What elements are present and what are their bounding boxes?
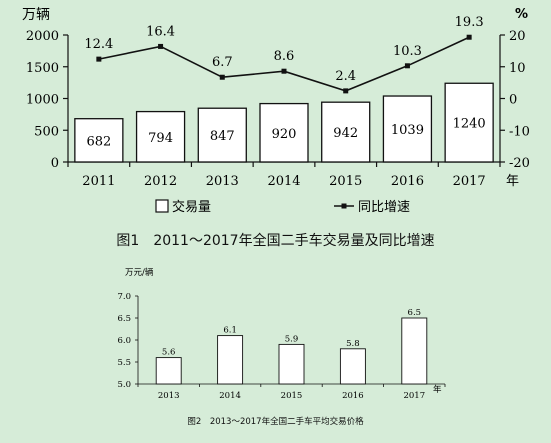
right-axis-tick-label: 0 — [509, 93, 517, 108]
chart2-bar-value-label: 5.9 — [285, 334, 299, 344]
x-axis-tick-label: 2017 — [453, 174, 486, 189]
growth-value-label: 19.3 — [455, 15, 484, 30]
chart2-bar — [217, 335, 244, 385]
growth-point — [343, 88, 349, 94]
x-axis-unit: 年 — [506, 174, 519, 189]
chart2-bar — [401, 317, 428, 385]
growth-point — [158, 43, 164, 49]
bar-value-label: 794 — [148, 131, 173, 146]
right-axis-label: % — [515, 7, 528, 22]
growth-point — [281, 68, 287, 74]
growth-point — [404, 63, 410, 69]
left-axis-tick-label: 0 — [51, 156, 59, 171]
chart2-y-axis-tick-label: 6.5 — [117, 314, 131, 324]
x-axis-tick-label: 2013 — [206, 174, 239, 189]
volume-growth-chart: 0 500 1000 1500 2000 -20 -10 0 10 20 万辆 % 2011 2012 20… — [22, 7, 530, 215]
growth-value-label: 8.6 — [274, 49, 295, 64]
legend-bar-label: 交易量 — [172, 199, 211, 215]
bar-value-label: 1240 — [453, 117, 486, 132]
x-axis-tick-label: 2015 — [329, 174, 362, 189]
chart2-y-axis-tick-label: 6.0 — [117, 336, 131, 346]
chart2-x-axis-tick-label: 2016 — [342, 391, 364, 401]
left-axis-tick-label: 1000 — [26, 93, 59, 108]
x-axis-tick-label: 2016 — [391, 174, 424, 189]
growth-value-label: 10.3 — [393, 44, 422, 59]
chart2-bar — [339, 348, 366, 385]
bar-value-label: 920 — [272, 127, 297, 142]
growth-value-label: 12.4 — [84, 37, 113, 52]
bar-value-label: 1039 — [391, 123, 424, 138]
chart2-bar-value-label: 6.1 — [223, 326, 237, 336]
chart2-bar-value-label: 5.8 — [346, 339, 360, 349]
bar-value-label: 682 — [86, 134, 111, 149]
chart2-y-axis-tick-label: 7.0 — [117, 292, 131, 302]
bar — [74, 118, 124, 163]
chart2-x-axis-unit: 年 — [433, 384, 442, 395]
bar — [259, 102, 309, 163]
right-axis-tick-label: 20 — [509, 29, 526, 44]
legend-line-marker — [341, 203, 347, 209]
chart2-bar — [278, 343, 305, 385]
chart2-x-axis-tick-label: 2017 — [403, 391, 425, 401]
bar — [135, 110, 186, 163]
bar-value-label: 847 — [210, 129, 235, 144]
left-axis-label: 万辆 — [22, 7, 50, 23]
chart2-x-axis-tick-label: 2014 — [219, 391, 241, 401]
bar-value-label: 942 — [333, 126, 358, 141]
left-axis-tick-label: 2000 — [26, 29, 59, 44]
chart2-y-axis-label: 万元/辆 — [125, 267, 154, 278]
chart2-bar-value-label: 6.5 — [408, 308, 422, 318]
chart2-bar-value-label: 5.6 — [162, 348, 176, 358]
right-axis-tick-label: -20 — [509, 156, 530, 171]
growth-value-label: 2.4 — [335, 69, 356, 84]
growth-point — [96, 56, 102, 62]
growth-point — [466, 34, 472, 40]
chart2-x-axis-tick-label: 2013 — [158, 391, 180, 401]
chart2-y-axis-tick-label: 5.5 — [117, 358, 131, 368]
chart1-title: 图1 2011～2017年全国二手车交易量及同比增速 — [116, 233, 435, 249]
x-axis-tick-label: 2011 — [82, 174, 115, 189]
x-axis-tick-label: 2014 — [267, 174, 300, 189]
growth-value-label: 6.7 — [212, 55, 233, 70]
chart2-title: 图2 2013～2017年全国二手车平均交易价格 — [187, 417, 364, 427]
chart2-bar — [155, 357, 182, 385]
x-axis-tick-label: 2012 — [144, 174, 177, 189]
bar — [444, 82, 494, 163]
growth-point — [219, 74, 225, 80]
bar — [321, 101, 371, 163]
chart2-x-axis-tick-label: 2015 — [281, 391, 303, 401]
growth-value-label: 16.4 — [146, 24, 175, 39]
right-axis-tick-label: -10 — [509, 124, 530, 139]
legend-bar-swatch — [155, 199, 169, 213]
right-axis-tick-label: 10 — [509, 61, 526, 76]
legend-line-label: 同比增速 — [358, 200, 410, 215]
bar — [382, 95, 433, 163]
bar — [197, 107, 247, 163]
left-axis-tick-label: 1500 — [26, 61, 59, 76]
chart2-y-axis-tick-label: 5.0 — [117, 380, 131, 390]
left-axis-tick-label: 500 — [34, 124, 59, 139]
